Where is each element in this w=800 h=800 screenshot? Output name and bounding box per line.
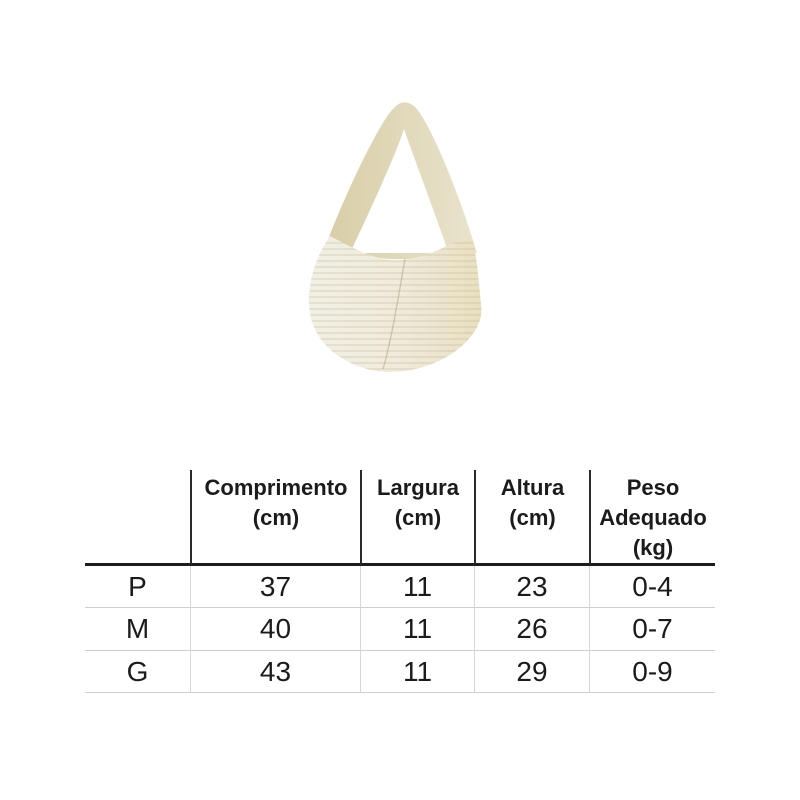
row-label: M	[85, 608, 190, 651]
col-header-altura: Altura (cm)	[474, 470, 589, 566]
col-header-peso-adequado: Peso Adequado (kg)	[589, 470, 715, 566]
cell-peso: 0-9	[589, 651, 715, 693]
cell-altura: 26	[474, 608, 589, 651]
cell-peso: 0-4	[589, 566, 715, 608]
product-image	[293, 93, 493, 383]
cell-comprimento: 37	[190, 566, 360, 608]
cell-peso: 0-7	[589, 608, 715, 651]
pet-sling-bag-illustration	[308, 102, 482, 372]
col-header-line: Comprimento	[204, 475, 348, 500]
col-header-line: Peso	[626, 475, 680, 500]
cell-largura: 11	[360, 608, 474, 651]
bag-body	[308, 236, 482, 372]
table-corner-cell	[85, 470, 190, 566]
cell-largura: 11	[360, 566, 474, 608]
col-header-line: (cm)	[509, 505, 556, 530]
row-label: G	[85, 651, 190, 693]
col-header-line: Adequado	[599, 505, 707, 530]
cell-altura: 23	[474, 566, 589, 608]
cell-largura: 11	[360, 651, 474, 693]
col-header-line: (kg)	[632, 535, 674, 560]
col-header-largura: Largura (cm)	[360, 470, 474, 566]
col-header-line: (cm)	[252, 505, 300, 530]
row-label: P	[85, 566, 190, 608]
size-table: Comprimento (cm) Largura (cm) Altura (cm…	[85, 470, 715, 693]
bag-strap	[323, 102, 477, 260]
col-header-line: Largura	[377, 475, 459, 500]
col-header-comprimento: Comprimento (cm)	[190, 470, 360, 566]
col-header-line: Altura	[500, 475, 565, 500]
cell-comprimento: 40	[190, 608, 360, 651]
col-header-line: (cm)	[394, 505, 442, 530]
cell-altura: 29	[474, 651, 589, 693]
bag-seam	[382, 258, 406, 370]
cell-comprimento: 43	[190, 651, 360, 693]
